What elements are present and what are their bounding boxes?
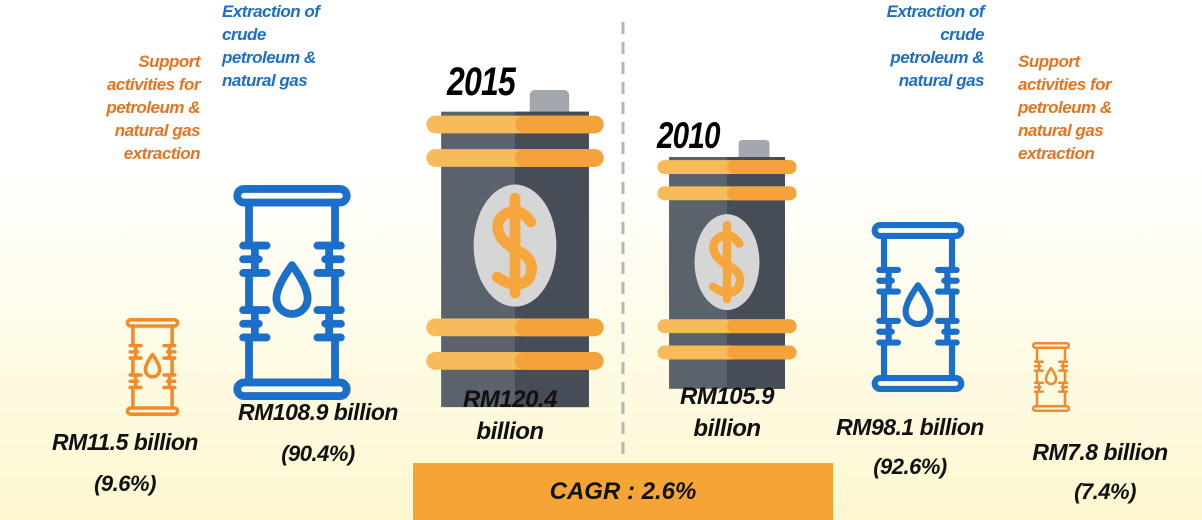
support-value: RM11.5 billion xyxy=(52,429,198,455)
extraction-share: (90.4%) xyxy=(281,441,355,466)
extraction-label: Extraction of crude petroleum & natural … xyxy=(222,2,320,90)
extraction-icon xyxy=(237,189,346,396)
extraction-icon xyxy=(875,225,962,389)
support-icon xyxy=(128,320,178,414)
extraction-share: (92.6%) xyxy=(873,454,947,479)
barrel-2015 xyxy=(426,90,603,407)
support-share: (7.4%) xyxy=(1074,479,1136,504)
barrel-2010 xyxy=(657,140,796,389)
support-value: RM7.8 billion xyxy=(1032,439,1168,465)
total: RM120.4 billion xyxy=(463,386,557,445)
extraction-label: Extraction of crude petroleum & natural … xyxy=(886,2,985,90)
cagr: CAGR : 2.6% xyxy=(549,477,697,505)
support-label: Support activities for petroleum & natur… xyxy=(1018,52,1112,163)
extraction-value: RM98.1 billion xyxy=(836,414,984,440)
support-icon xyxy=(1033,343,1069,410)
year: 2010 xyxy=(657,115,720,156)
total: RM105.9 billion xyxy=(680,383,774,442)
support-label: Support activities for petroleum & natur… xyxy=(106,52,200,163)
year: 2015 xyxy=(447,60,516,104)
extraction-value: RM108.9 billion xyxy=(238,399,398,425)
support-share: (9.6%) xyxy=(94,471,156,496)
cagr-banner: CAGR : 2.6% xyxy=(413,463,833,520)
